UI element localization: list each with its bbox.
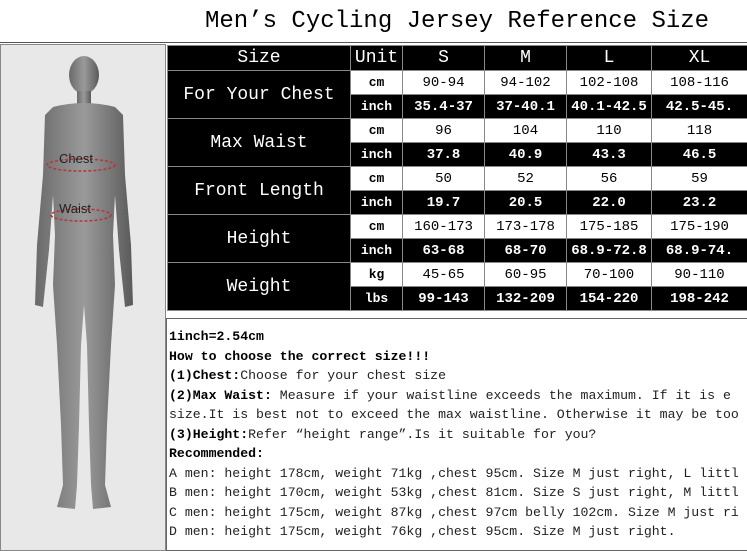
value-cell-xl: 118: [651, 118, 747, 143]
unit-cell: cm: [350, 70, 403, 95]
waist-text: Measure if your waistline exceeds the ma…: [271, 387, 731, 403]
measure-label: Height: [167, 214, 351, 263]
measure-label: Max Waist: [167, 118, 351, 167]
value-cell-xl: 23.2: [651, 190, 747, 215]
header-unit: Unit: [350, 45, 403, 71]
header-size: Size: [167, 45, 351, 71]
page-title: Men’s Cycling Jersey Reference Size: [0, 0, 747, 43]
unit-cell: cm: [350, 214, 403, 239]
unit-cell: inch: [350, 238, 403, 263]
waist-label: Waist: [59, 201, 92, 216]
table-row: lbs 99-143 132-209 154-220 198-242: [168, 286, 747, 311]
conversion-note: 1inch=2.54cm: [169, 329, 264, 344]
size-guide-notes: 1inch=2.54cm How to choose the correct s…: [166, 318, 747, 551]
value-cell-l: 175-185: [566, 214, 652, 239]
value-cell-l: 22.0: [566, 190, 652, 215]
table-row: inch 63-68 68-70 68.9-72.8 68.9-74.: [168, 238, 747, 263]
table-row: Weight kg 45-65 60-95 70-100 90-110: [167, 262, 747, 311]
chest-label: Chest: [59, 151, 93, 166]
unit-cell: inch: [350, 94, 403, 119]
value-cell-xl: 175-190: [651, 214, 747, 239]
measure-label: For Your Chest: [167, 70, 351, 119]
unit-cell: cm: [350, 166, 403, 191]
value-cell-m: 37-40.1: [484, 94, 567, 119]
unit-cell: kg: [350, 262, 403, 287]
chest-text: Choose for your chest size: [240, 368, 446, 383]
man-silhouette-icon: [35, 56, 133, 509]
header-xl: XL: [651, 45, 747, 71]
value-cell-xl: 59: [651, 166, 747, 191]
value-cell-s: 45-65: [402, 262, 485, 287]
waist-heading: (2)Max Waist:: [169, 387, 272, 403]
unit-cell: inch: [350, 142, 403, 167]
value-cell-s: 96: [402, 118, 485, 143]
header-s: S: [402, 45, 485, 71]
value-cell-xl: 68.9-74.: [651, 238, 747, 263]
value-cell-l: 70-100: [566, 262, 652, 287]
height-text: Refer “height range”.Is it suitable for …: [248, 426, 597, 442]
howto-heading: How to choose the correct size!!!: [169, 348, 431, 364]
measure-label: Weight: [167, 262, 351, 311]
value-cell-s: 90-94: [402, 70, 485, 95]
value-cell-xl: 108-116: [651, 70, 747, 95]
size-table: Size Unit S M L XL For Your Chest cm 90-94…: [167, 45, 747, 311]
recommended-heading: Recommended:: [169, 446, 264, 461]
waist-text-continued: size.It is best not to exceed the max wa…: [169, 407, 739, 422]
unit-cell: lbs: [350, 286, 403, 311]
value-cell-m: 173-178: [484, 214, 567, 239]
table-row: Height cm 160-173 173-178 175-185 175-190: [167, 214, 747, 263]
value-cell-s: 63-68: [402, 238, 485, 263]
example-c: C men: height 175cm, weight 87kg ,chest …: [169, 504, 739, 520]
value-cell-l: 56: [566, 166, 652, 191]
height-heading: (3)Height:: [169, 426, 249, 442]
header-m: M: [484, 45, 567, 71]
unit-cell: cm: [350, 118, 403, 143]
value-cell-xl: 90-110: [651, 262, 747, 287]
value-cell-s: 37.8: [402, 142, 485, 167]
table-row: inch 35.4-37 37-40.1 40.1-42.5 42.5-45.: [168, 94, 747, 119]
value-cell-l: 154-220: [566, 286, 652, 311]
value-cell-m: 20.5: [484, 190, 567, 215]
value-cell-l: 102-108: [566, 70, 652, 95]
value-cell-xl: 198-242: [651, 286, 747, 311]
table-row: For Your Chest cm 90-94 94-102 102-108 108-11…: [167, 70, 747, 119]
value-cell-m: 68-70: [484, 238, 567, 263]
chest-heading: (1)Chest:: [169, 368, 241, 383]
example-d: D men: height 175cm, weight 76kg ,chest …: [169, 524, 676, 539]
header-l: L: [566, 45, 652, 71]
table-header-row: Size Unit S M L XL: [167, 45, 747, 71]
value-cell-xl: 42.5-45.: [651, 94, 747, 119]
value-cell-s: 50: [402, 166, 485, 191]
unit-cell: inch: [350, 190, 403, 215]
value-cell-l: 40.1-42.5: [566, 94, 652, 119]
value-cell-m: 132-209: [484, 286, 567, 311]
example-b: B men: height 170cm, weight 53kg ,chest …: [169, 485, 739, 500]
value-cell-xl: 46.5: [651, 142, 747, 167]
body-figure-panel: Chest Waist: [0, 44, 166, 551]
value-cell-l: 110: [566, 118, 652, 143]
value-cell-m: 60-95: [484, 262, 567, 287]
value-cell-s: 99-143: [402, 286, 485, 311]
table-row: Front Length cm 50 52 56 59: [167, 166, 747, 215]
value-cell-l: 68.9-72.8: [566, 238, 652, 263]
table-row: Max Waist cm 96 104 110 118: [167, 118, 747, 167]
value-cell-m: 52: [484, 166, 567, 191]
example-a: A men: height 178cm, weight 71kg ,chest …: [169, 465, 739, 481]
value-cell-l: 43.3: [566, 142, 652, 167]
value-cell-m: 40.9: [484, 142, 567, 167]
measure-label: Front Length: [167, 166, 351, 215]
value-cell-s: 35.4-37: [402, 94, 485, 119]
value-cell-m: 104: [484, 118, 567, 143]
value-cell-m: 94-102: [484, 70, 567, 95]
value-cell-s: 19.7: [402, 190, 485, 215]
value-cell-s: 160-173: [402, 214, 485, 239]
